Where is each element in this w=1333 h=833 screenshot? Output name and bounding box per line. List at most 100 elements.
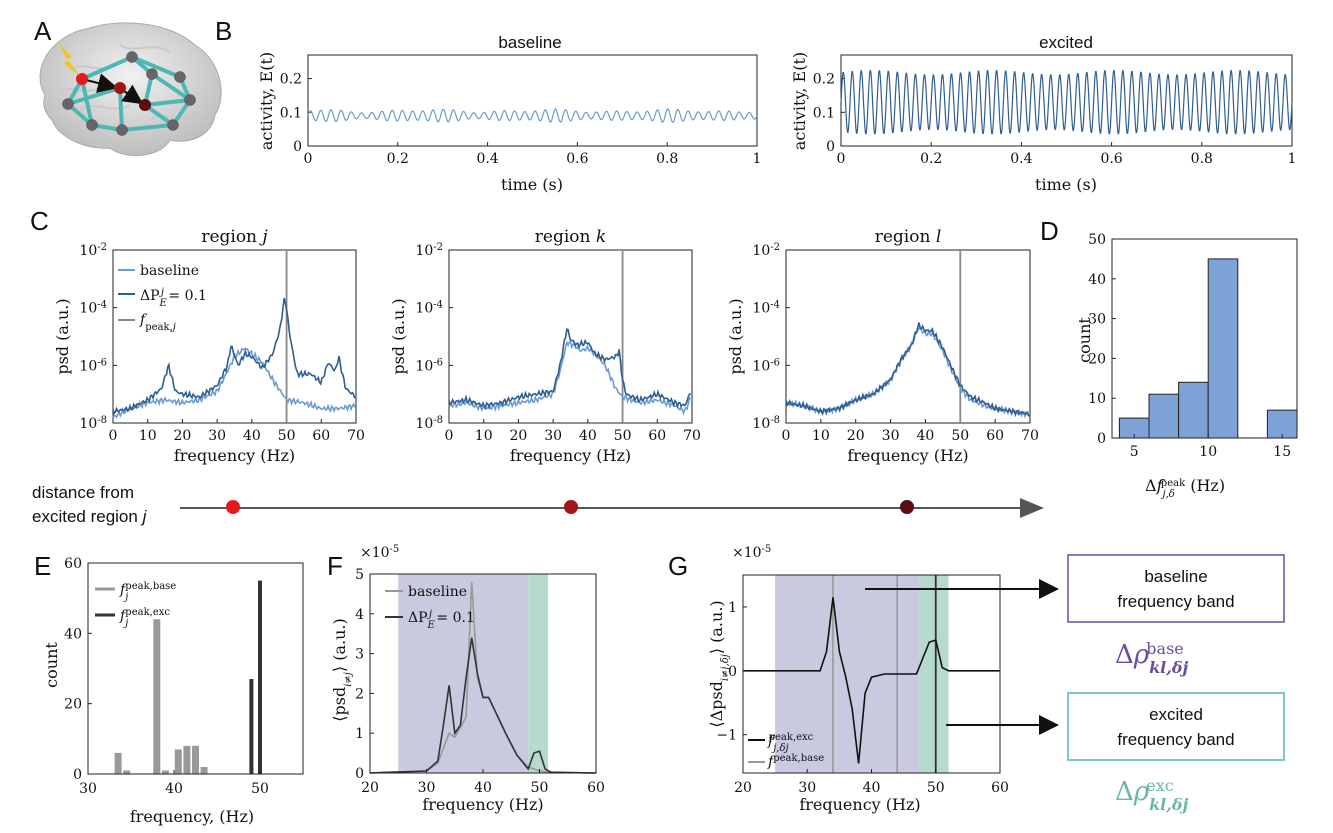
legend-baseline: baseline [140,263,199,279]
chart-b-baseline-title: baseline [498,33,561,52]
chart-e-xlabel: frequency, (Hz) [130,807,254,826]
x-tick-label: 0.6 [566,151,588,167]
histogram-bar [153,619,161,774]
histogram-bar [258,580,262,774]
chart-e-legend: fjpeak,base fjpeak,exc [95,581,176,629]
chart-f: 20 30 40 50 60 0 1 2 3 4 5 [355,567,605,796]
x-tick-label: 40 [917,428,935,444]
x-tick-label: 5 [1130,444,1139,460]
svg-text:fjpeak,base: fjpeak,base [119,581,176,603]
lightning-bolt-icon [58,42,80,76]
x-tick-label: 50 [927,780,945,796]
chart-g-multiplier: ×10-5 [732,544,771,562]
y-tick-label: 30 [1088,312,1106,328]
x-tick-label: 20 [847,428,865,444]
x-tick-label: 30 [882,428,900,444]
x-tick-label: 50 [251,781,269,797]
plot-frame [112,249,357,424]
x-tick-label: 0 [304,151,313,167]
y-tick-label: 10-4 [79,299,107,317]
chart-d-xlabel: Δfj,δpeak (Hz) [1145,476,1225,500]
x-tick-label: 20 [510,428,528,444]
brain-network-icon [39,22,222,157]
chart-c-k: region k 0 10 20 30 40 50 60 70 10-2 10-4 10-6 10-8 f… [389,227,701,465]
x-tick-label: 30 [544,428,562,444]
svg-text:frequency band: frequency band [1117,730,1234,749]
svg-text:fj,δjpeak,exc: fj,δjpeak,exc [767,732,814,754]
svg-text:excited: excited [1149,705,1203,724]
svg-text:baseline: baseline [1144,567,1207,586]
chart-g: 20 30 40 50 60 −1 0 1 [716,574,1009,796]
panel-label-c: C [30,206,49,236]
y-axis-label: psd (a.u.) [53,298,72,374]
x-tick-label: 20 [174,428,192,444]
x-tick-label: 40 [243,428,261,444]
x-tick-label: 10 [812,428,830,444]
x-tick-label: 30 [798,780,816,796]
x-tick-label: 40 [863,780,881,796]
panel-label-g: G [668,551,688,581]
y-tick-label: 10-4 [415,299,443,317]
y-tick-label: 0 [73,767,82,783]
series-excited [785,322,1030,418]
y-tick-label: 50 [1088,232,1106,248]
histogram-bar [192,745,199,774]
x-tick-label: 0 [782,428,791,444]
excited-band [919,575,949,773]
x-tick-label: 60 [587,780,605,796]
chart-g-legend: fj,δjpeak,exc fpeak,base [748,732,824,770]
panel-label-a: A [34,16,52,46]
x-tick-label: 40 [165,781,183,797]
y-tick-label: 10-8 [79,415,107,433]
y-tick-label: 10-8 [415,415,443,433]
plot-frame [785,249,1031,424]
y-tick-label: 10-6 [752,357,780,375]
baseline-band-box: baseline frequency band Δρkl,δjbase [1067,554,1285,677]
x-tick-label: 1 [1288,151,1297,167]
y-tick-label: 40 [1088,272,1106,288]
y-tick-label: 1 [728,600,737,616]
panel-label-b: B [215,16,232,46]
y-tick-label: 10-2 [415,242,443,260]
x-tick-label: 0 [837,151,846,167]
x-tick-label: 60 [312,428,330,444]
y-tick-label: 10-6 [415,357,443,375]
x-tick-label: 60 [991,780,1009,796]
excited-band [528,574,548,773]
svg-text:baseline: baseline [408,584,467,600]
series-excited [369,637,597,774]
chart-c-legend: baseline ΔPEj = 0.1 fpeak,j [118,263,207,333]
x-tick-label: 20 [734,780,752,796]
chart-e-ylabel: count [42,642,61,688]
y-tick-label: 0.2 [280,72,302,88]
chart-b-excited-xlabel: time (s) [1035,175,1097,194]
chart-b-excited-ylabel: activity, E(t) [790,52,809,150]
x-axis-label: frequency (Hz) [510,446,631,465]
y-tick-label: 0.1 [280,105,302,121]
chart-b-baseline-xlabel: time (s) [501,175,563,194]
svg-text:frequency band: frequency band [1117,592,1234,611]
x-tick-label: 0.8 [1191,151,1213,167]
y-tick-label: 0 [826,139,835,155]
distance-axis: distance from excited region j [32,483,1044,526]
plot-frame [87,562,304,775]
chart-g-ylabel: ⟨Δpsdi≠j,δj⟩ (a.u.) [707,600,731,727]
x-tick-label: 0.2 [920,151,942,167]
x-axis-label: frequency (Hz) [174,446,295,465]
chart-title: region k [535,227,606,247]
x-tick-label: 30 [79,781,97,797]
chart-e: 30 40 50 0 20 40 60 [64,556,304,797]
histogram-bar [114,752,122,774]
x-tick-label: 50 [614,428,632,444]
x-tick-label: 0.6 [1100,151,1122,167]
x-axis-label: frequency (Hz) [847,446,968,465]
chart-d-ylabel: count [1075,317,1094,363]
y-tick-label: 0 [1097,431,1106,447]
x-tick-label: 70 [1021,428,1039,444]
series-baseline [112,347,356,419]
distance-dot-j [226,500,240,514]
y-tick-label: 10 [1088,391,1106,407]
y-tick-label: 10-6 [79,357,107,375]
y-tick-label: 5 [355,567,364,583]
